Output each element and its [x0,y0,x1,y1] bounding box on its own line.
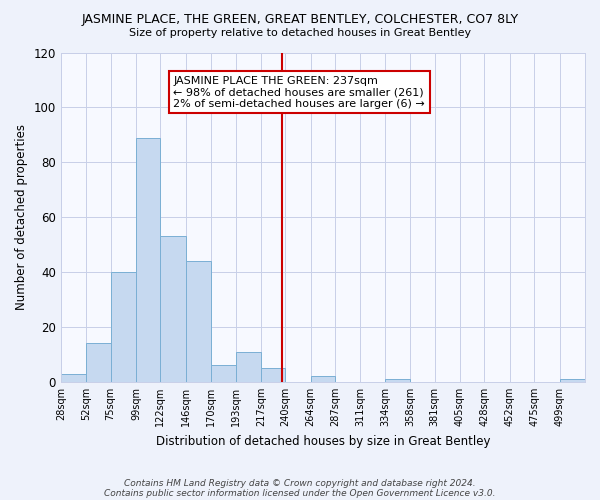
Bar [61,374,86,382]
Bar [311,376,335,382]
Text: Size of property relative to detached houses in Great Bentley: Size of property relative to detached ho… [129,28,471,38]
Bar [160,236,186,382]
Bar [236,352,261,382]
X-axis label: Distribution of detached houses by size in Great Bentley: Distribution of detached houses by size … [155,434,490,448]
Text: JASMINE PLACE, THE GREEN, GREAT BENTLEY, COLCHESTER, CO7 8LY: JASMINE PLACE, THE GREEN, GREAT BENTLEY,… [82,12,518,26]
Bar [110,272,136,382]
Bar [385,379,410,382]
Bar [261,368,286,382]
Bar [136,138,160,382]
Bar [211,366,236,382]
Bar [86,344,110,382]
Text: Contains HM Land Registry data © Crown copyright and database right 2024.: Contains HM Land Registry data © Crown c… [124,478,476,488]
Text: JASMINE PLACE THE GREEN: 237sqm
← 98% of detached houses are smaller (261)
2% of: JASMINE PLACE THE GREEN: 237sqm ← 98% of… [173,76,425,109]
Y-axis label: Number of detached properties: Number of detached properties [15,124,28,310]
Text: Contains public sector information licensed under the Open Government Licence v3: Contains public sector information licen… [104,488,496,498]
Bar [186,261,211,382]
Bar [560,379,585,382]
